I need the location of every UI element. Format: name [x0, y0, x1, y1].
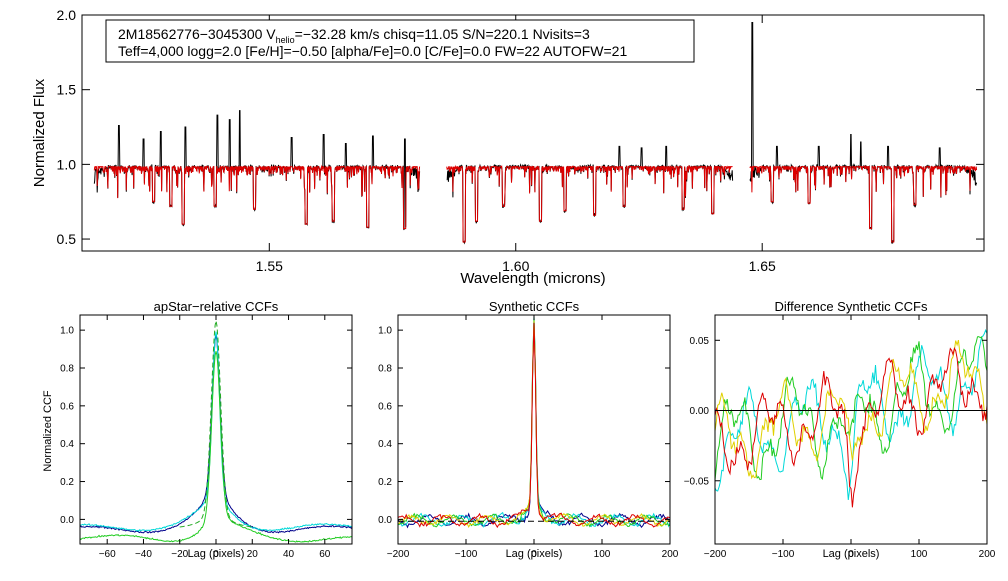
x-tick-label: 1.55 — [256, 258, 283, 274]
difference-ccf-trace-visit-2 — [714, 336, 988, 481]
synthetic-ccf-ticks: −200 −100 0 100 200 0.0 0.2 0.4 0.6 0.8 1.0 — [378, 315, 679, 560]
y-tick-label: 0.8 — [60, 363, 74, 374]
synthetic-ccf-title: Synthetic CCFs — [489, 299, 580, 314]
difference-ccf-title: Difference Synthetic CCFs — [775, 299, 928, 314]
x-tick-label: 100 — [594, 549, 611, 560]
x-tick-label: 0 — [213, 549, 219, 560]
spectrum-ylabel: Normalized Flux — [31, 78, 48, 187]
difference-ccf-ticks: −200 −100 0 100 200 −0.05 0.00 0.05 — [684, 315, 996, 560]
model-spectrum-trace — [749, 164, 978, 243]
y-tick-label: 0.5 — [57, 231, 77, 247]
x-tick-label: 0 — [531, 549, 537, 560]
x-tick-label: 1.65 — [749, 258, 776, 274]
synthetic-ccf-trace-visit-5 — [397, 322, 671, 529]
ccf-trace-visit-3 — [79, 351, 353, 543]
synthetic-ccf-panel: Synthetic CCFs −200 −100 0 100 200 0.0 0.2 0.4 0… — [378, 299, 679, 560]
y-tick-label: 2.0 — [57, 7, 77, 23]
y-tick-label: 0.0 — [60, 515, 74, 526]
ccf-trace-visit-2 — [79, 331, 353, 533]
observed-spectrum-trace — [749, 22, 978, 245]
x-tick-label: 100 — [911, 549, 928, 560]
difference-ccf-panel: Difference Synthetic CCFs −200 −100 0 100 20… — [684, 299, 996, 560]
y-tick-label: 0.4 — [60, 439, 74, 450]
x-tick-label: −40 — [135, 549, 152, 560]
model-spectrum-trace — [93, 164, 421, 230]
y-tick-label: 0.05 — [690, 336, 710, 347]
synthetic-ccf-trace-visit-2 — [397, 315, 671, 528]
y-tick-label: 0.00 — [690, 406, 710, 417]
y-tick-label: 0.2 — [60, 477, 74, 488]
apstar-ccf-title: apStar−relative CCFs — [154, 299, 279, 314]
x-tick-label: −100 — [772, 549, 795, 560]
y-tick-label: 0.4 — [378, 439, 392, 450]
difference-ccf-trace-visit-3 — [714, 339, 988, 480]
difference-ccf-trace-visit-4 — [714, 347, 988, 508]
synthetic-ccf-xlabel: Lag (pixels) — [506, 548, 563, 560]
y-tick-label: −0.05 — [684, 476, 710, 487]
synthetic-ccf-frame — [397, 314, 671, 545]
ccf-trace-visit-1 — [79, 334, 353, 534]
difference-ccf-xlabel: Lag (pixels) — [823, 548, 880, 560]
x-tick-label: −200 — [704, 549, 727, 560]
apstar-ccf-ylabel: Normalized CCF — [42, 390, 54, 472]
y-tick-label: 0.6 — [60, 401, 74, 412]
x-tick-label: 20 — [247, 549, 259, 560]
x-tick-label: 0 — [848, 549, 854, 560]
apstar-ccf-frame — [79, 314, 353, 545]
y-tick-label: 0.0 — [378, 515, 392, 526]
model-spectrum-trace — [446, 164, 733, 243]
spectrum-ticks: 1.55 1.60 1.65 0.5 1.0 1.5 2.0 — [57, 7, 984, 274]
x-tick-label: −200 — [387, 549, 410, 560]
spectrum-frame — [81, 14, 985, 252]
x-tick-label: −60 — [99, 549, 116, 560]
y-tick-label: 1.0 — [378, 326, 392, 337]
spectrum-xlabel: Wavelength (microns) — [460, 270, 605, 287]
info-box — [105, 19, 695, 63]
spectrum-panel: 1.55 1.60 1.65 0.5 1.0 1.5 2.0 Normalized Flux… — [31, 7, 985, 287]
info-line-1: 2M18562776−3045300 Vhelio=−32.28 km/s ch… — [118, 26, 590, 45]
y-tick-label: 0.2 — [378, 477, 392, 488]
synthetic-ccf-trace-visit-3 — [397, 316, 671, 528]
synthetic-ccf-trace-visit-1 — [397, 319, 671, 529]
apstar-ccf-panel: apStar−relative CCFs −60 −40 −20 0 20 40 60 0.0… — [42, 299, 353, 560]
apstar-ccf-traces — [79, 320, 353, 543]
synthetic-ccf-trace-visit-4 — [397, 320, 671, 528]
x-tick-label: 1.60 — [502, 258, 529, 274]
apstar-ccf-xlabel: Lag (pixels) — [188, 548, 245, 560]
observed-spectrum-trace — [446, 145, 734, 245]
y-tick-label: 0.8 — [378, 363, 392, 374]
y-tick-label: 1.5 — [57, 82, 77, 98]
x-tick-label: 200 — [979, 549, 996, 560]
apstar-ccf-ticks: −60 −40 −20 0 20 40 60 0.0 0.2 0.4 0.6 0.8 1.0 — [60, 315, 352, 560]
y-tick-label: 1.0 — [60, 326, 74, 337]
info-line-2: Teff=4,000 logg=2.0 [Fe/H]=−0.50 [alpha/… — [118, 43, 627, 59]
x-tick-label: −20 — [171, 549, 188, 560]
x-tick-label: 40 — [283, 549, 295, 560]
x-tick-label: 60 — [319, 549, 331, 560]
difference-ccf-traces — [714, 328, 988, 508]
info-vhelio-subscript: helio — [276, 35, 295, 45]
y-tick-label: 1.0 — [57, 156, 77, 172]
spectrum-traces — [93, 22, 978, 245]
ccf-dashed-fit — [179, 320, 253, 528]
y-tick-label: 0.6 — [378, 401, 392, 412]
x-tick-label: −100 — [455, 549, 478, 560]
synthetic-ccf-traces — [397, 315, 671, 529]
x-tick-label: 200 — [662, 549, 679, 560]
